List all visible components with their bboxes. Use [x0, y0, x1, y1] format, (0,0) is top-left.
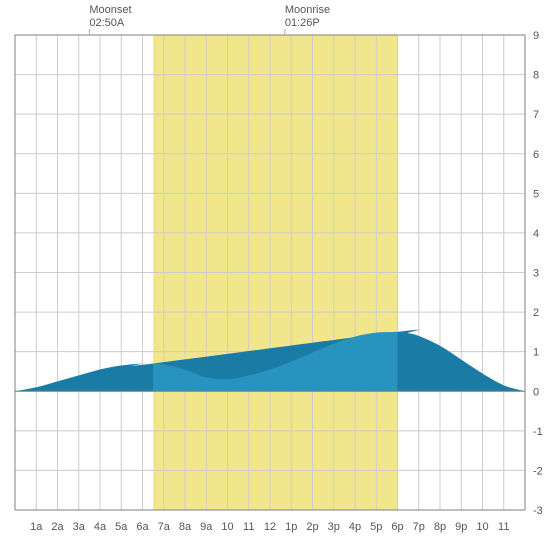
y-tick-label: 9: [533, 30, 539, 42]
y-tick-label: 6: [533, 149, 539, 161]
y-tick-label: -3: [533, 505, 543, 517]
y-tick-label: -1: [533, 426, 543, 438]
x-tick-label: 3a: [73, 521, 86, 533]
x-tick-label: 1p: [285, 521, 297, 533]
annotation-label: Moonrise: [285, 4, 330, 16]
y-tick-label: 0: [533, 386, 539, 398]
x-tick-label: 12: [264, 521, 276, 533]
x-tick-label: 6p: [391, 521, 403, 533]
x-tick-label: 8a: [179, 521, 192, 533]
y-tick-label: 3: [533, 268, 539, 280]
y-tick-label: 1: [533, 347, 539, 359]
y-tick-label: 7: [533, 109, 539, 121]
y-tick-label: 4: [533, 228, 539, 240]
x-tick-label: 2a: [51, 521, 64, 533]
chart-svg: -3-2-101234567891a2a3a4a5a6a7a8a9a101112…: [0, 0, 550, 550]
y-tick-label: -2: [533, 465, 543, 477]
x-tick-label: 2p: [306, 521, 318, 533]
tide-chart: -3-2-101234567891a2a3a4a5a6a7a8a9a101112…: [0, 0, 550, 550]
x-tick-label: 5p: [370, 521, 382, 533]
x-tick-label: 3p: [328, 521, 340, 533]
x-tick-label: 8p: [434, 521, 446, 533]
x-tick-label: 10: [476, 521, 488, 533]
x-tick-label: 5a: [115, 521, 128, 533]
x-tick-label: 4p: [349, 521, 361, 533]
x-tick-label: 10: [221, 521, 233, 533]
y-tick-label: 5: [533, 188, 539, 200]
annotation-label: Moonset: [89, 4, 131, 16]
x-tick-label: 11: [243, 521, 254, 533]
x-tick-label: 1a: [30, 521, 43, 533]
y-tick-label: 8: [533, 70, 539, 82]
x-tick-label: 7a: [158, 521, 171, 533]
x-tick-label: 9p: [455, 521, 467, 533]
x-tick-label: 9a: [200, 521, 213, 533]
x-tick-label: 4a: [94, 521, 107, 533]
y-tick-label: 2: [533, 307, 539, 319]
annotation-value: 01:26P: [285, 17, 320, 29]
x-tick-label: 7p: [413, 521, 425, 533]
annotation-value: 02:50A: [89, 17, 125, 29]
x-tick-label: 11: [498, 521, 509, 533]
x-tick-label: 6a: [136, 521, 149, 533]
